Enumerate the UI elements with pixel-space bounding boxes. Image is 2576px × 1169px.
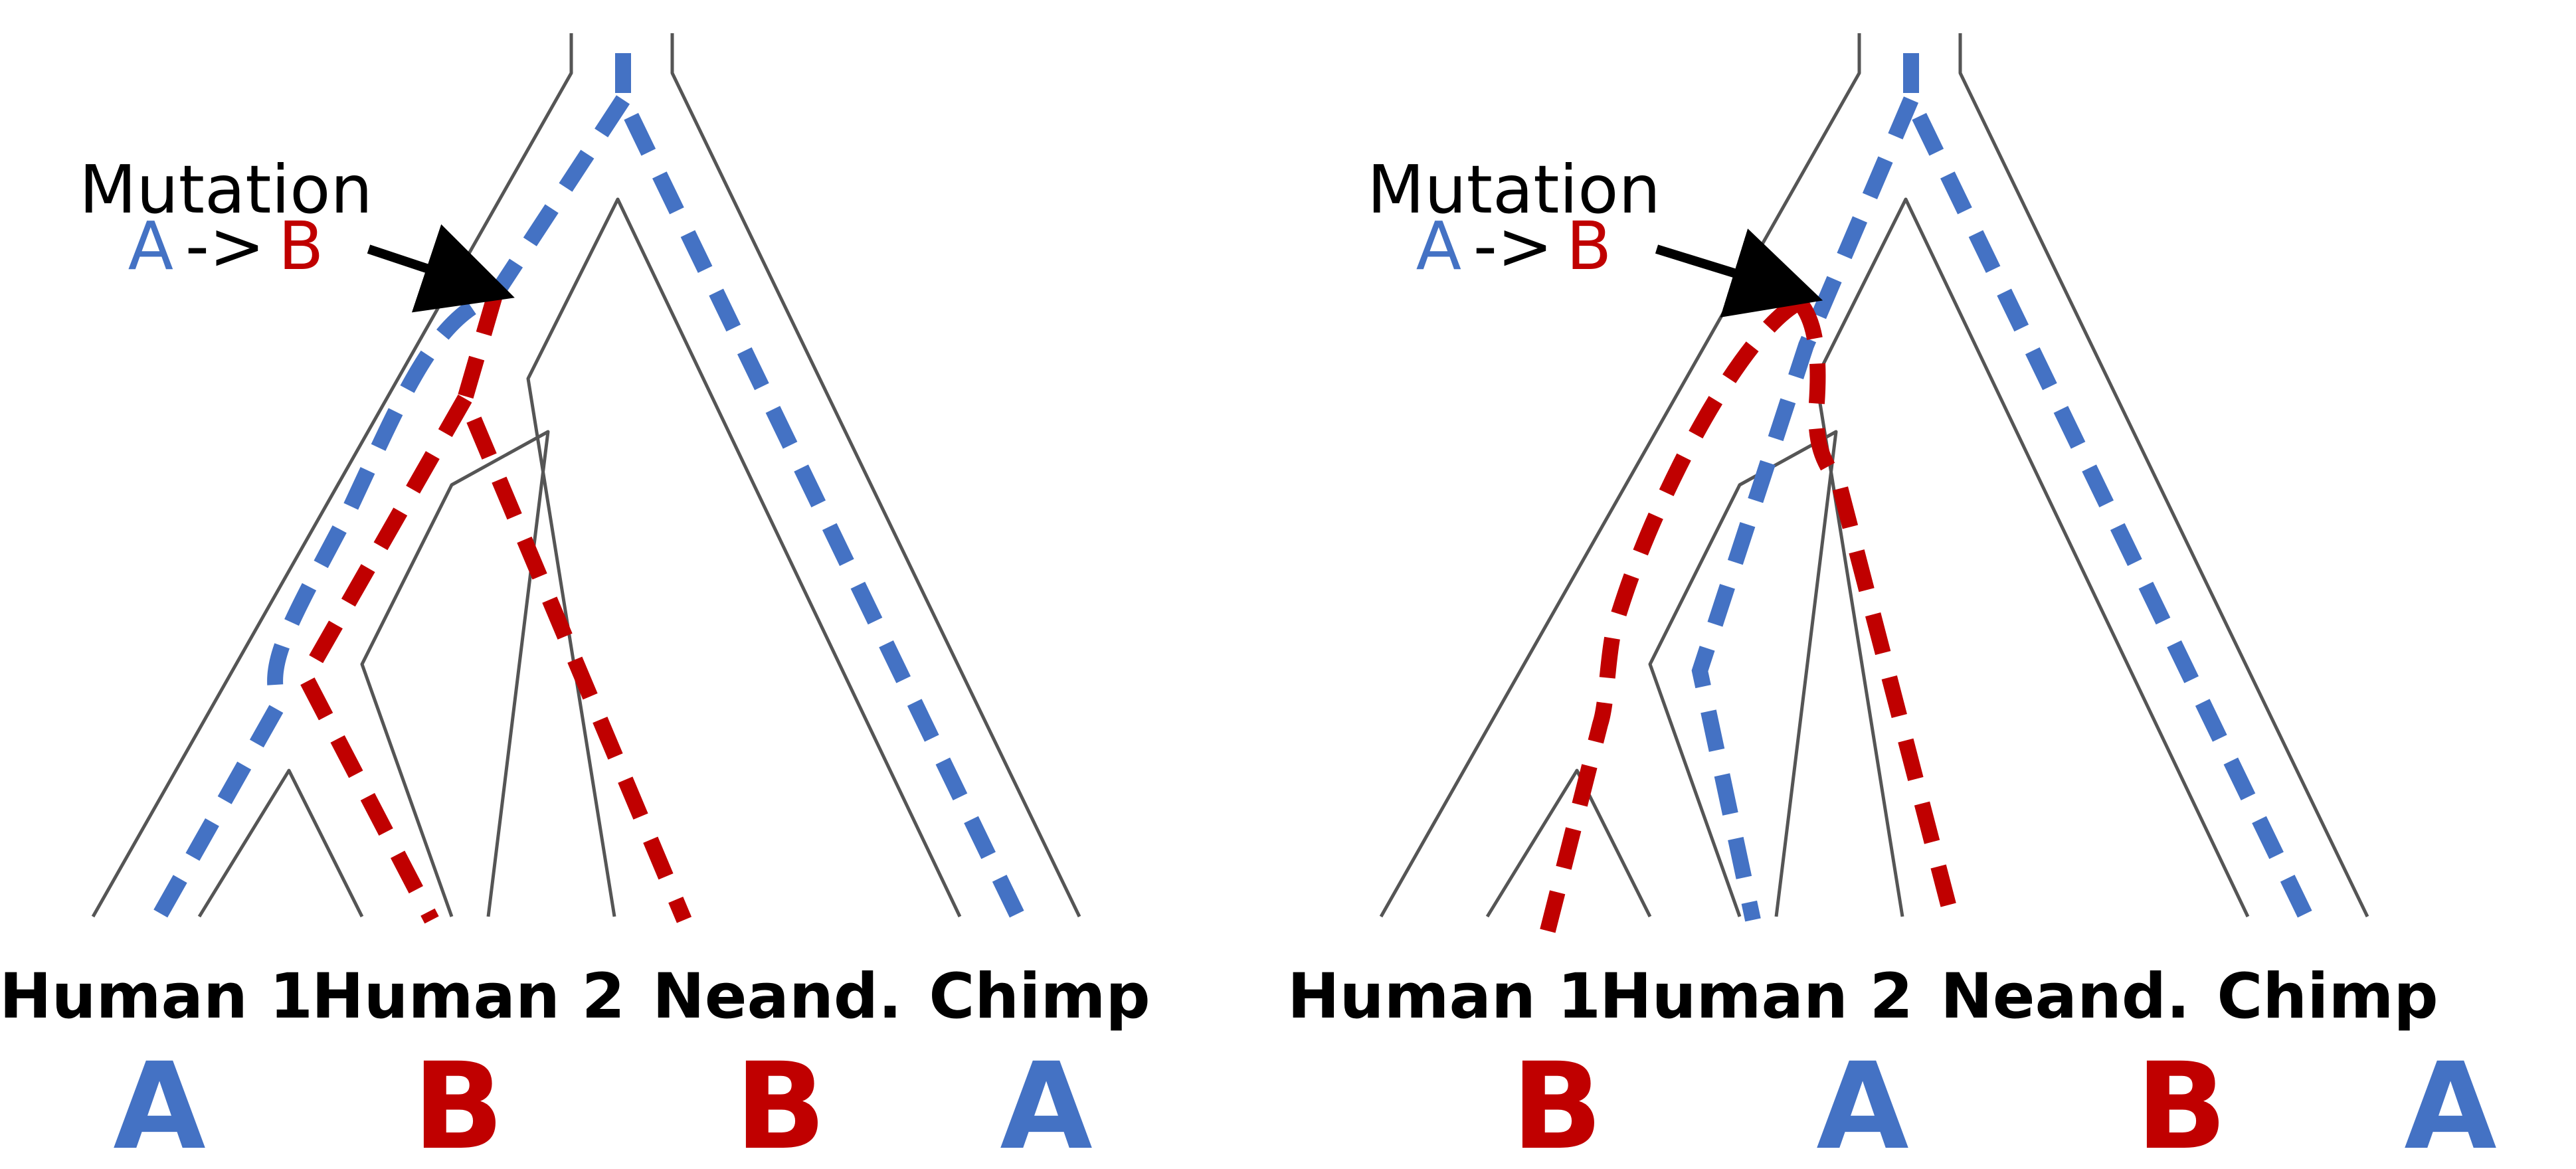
taxon-human-1: Human 1	[0, 960, 313, 1033]
tree-outline-human-inner	[1485, 768, 1652, 918]
mutation-label: Mutation	[1367, 151, 1661, 228]
gene-lineages	[1539, 53, 2315, 935]
allele-chimp: A	[1000, 1037, 1092, 1169]
tree-outline-human-inner	[197, 768, 364, 918]
taxon-human-1: Human 1	[1288, 960, 1601, 1033]
allele-neanderthal: B	[2136, 1037, 2227, 1169]
right-panel: Mutation A -> B Human 1 Human 2 Neand. Chi…	[1288, 0, 2576, 1169]
allele-human-2: A	[1816, 1037, 1908, 1169]
red-lineage-neand	[1793, 297, 1960, 923]
mutation-from: A	[1416, 207, 1461, 285]
mutation-to: B	[278, 207, 324, 285]
mutation-change-label: A -> B	[1416, 207, 1612, 285]
tree-outline-chimp-inner	[1814, 197, 2250, 918]
allele-human-1: A	[113, 1037, 205, 1169]
taxon-chimp: Chimp	[929, 960, 1150, 1033]
taxon-human-2: Human 2	[312, 960, 625, 1033]
tree-outline-neand-inner	[1648, 430, 1838, 917]
mutation-label: Mutation	[79, 151, 373, 228]
allele-human-1: B	[1511, 1037, 1602, 1169]
taxon-chimp: Chimp	[2217, 960, 2438, 1033]
red-lineage-human1	[1539, 295, 1803, 935]
species-tree-outline	[1379, 33, 2369, 918]
tree-outline-neand-inner	[360, 430, 550, 917]
tree-outline-right	[1958, 33, 2369, 918]
blue-lineage-human2	[1691, 96, 1919, 922]
blue-lineage-chimp	[1903, 53, 2315, 924]
left-panel: Mutation A -> B Human 1 Human 2 Neand. Chi…	[0, 33, 1150, 1169]
taxon-human-2: Human 2	[1600, 960, 1913, 1033]
blue-lineage-chimp	[615, 53, 1027, 924]
tree-outline-left	[91, 33, 573, 918]
mutation-arrow-text: ->	[185, 207, 265, 285]
allele-human-2: B	[413, 1037, 504, 1169]
red-lineage-neand	[456, 293, 692, 923]
tree-diagram-left: Mutation A -> B Human 1 Human 2 Neand. Chi…	[0, 33, 1150, 1169]
blue-lineage-human1	[142, 95, 630, 937]
species-tree-outline	[91, 33, 1081, 918]
mutation-arrow	[1655, 228, 1823, 317]
tree-outline-right	[670, 33, 1081, 918]
taxon-neanderthal: Neand.	[652, 960, 902, 1033]
mutation-to: B	[1566, 207, 1612, 285]
taxon-neanderthal: Neand.	[1940, 960, 2190, 1033]
tree-diagram-right: Mutation A -> B Human 1 Human 2 Neand. Chi…	[1288, 33, 2497, 1169]
tree-outline-left	[1379, 33, 1861, 918]
red-lineage-human2	[296, 395, 472, 924]
mutation-arrow	[367, 224, 515, 313]
mutation-change-label: A -> B	[128, 207, 324, 285]
mutation-from: A	[128, 207, 173, 285]
mutation-arrow-text: ->	[1473, 207, 1553, 285]
allele-chimp: A	[2404, 1037, 2496, 1169]
allele-neanderthal: B	[735, 1037, 826, 1169]
tree-outline-chimp-inner	[526, 197, 962, 918]
gene-lineages	[142, 53, 1027, 937]
